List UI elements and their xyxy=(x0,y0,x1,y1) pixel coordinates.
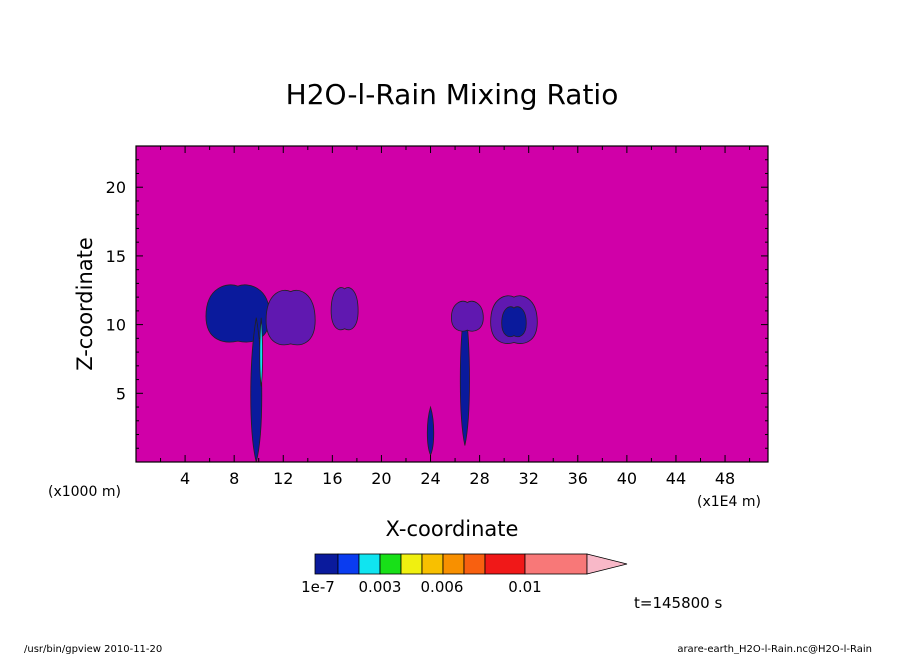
x-unit-left: (x1000 m) xyxy=(48,484,121,500)
x-tick-label: 16 xyxy=(322,469,342,488)
colorbar-label: 0.01 xyxy=(508,578,541,596)
colorbar-segment xyxy=(337,553,360,575)
footer-left: /usr/bin/gpview 2010-11-20 xyxy=(24,644,162,654)
x-tick-label: 20 xyxy=(371,469,391,488)
colorbar-segment xyxy=(442,553,465,575)
x-tick-label: 48 xyxy=(715,469,735,488)
x-axis-label: X-coordinate xyxy=(386,517,519,541)
x-tick-label: 44 xyxy=(666,469,686,488)
x-tick-label: 24 xyxy=(420,469,440,488)
y-tick-label: 15 xyxy=(106,247,126,266)
colorbar-extend-arrow xyxy=(586,553,628,575)
colorbar-segment xyxy=(463,553,486,575)
colorbar-segment xyxy=(314,553,339,575)
x-tick-label: 36 xyxy=(568,469,588,488)
colorbar-segment xyxy=(379,553,402,575)
x-tick-label: 8 xyxy=(229,469,239,488)
colorbar-segment xyxy=(484,553,526,575)
x-axis-ticks: 4 8 12 16 20 24 28 32 36 40 44 48 xyxy=(160,146,751,488)
chart-title: H2O-l-Rain Mixing Ratio xyxy=(286,78,619,111)
x-tick-label: 40 xyxy=(617,469,637,488)
footer-right: arare-earth_H2O-l-Rain.nc@H2O-l-Rain xyxy=(677,644,872,654)
rain-feature-stem xyxy=(459,303,470,446)
rain-feature-cloud xyxy=(501,306,527,338)
y-axis-label: Z-coordinate xyxy=(73,237,97,371)
rain-feature-cloud xyxy=(330,287,359,331)
y-axis-ticks: 5 10 15 20 xyxy=(106,159,768,449)
colorbar xyxy=(314,553,628,575)
x-unit-right: (x1E4 m) xyxy=(697,494,761,510)
x-tick-label: 4 xyxy=(180,469,190,488)
rain-features xyxy=(205,284,538,463)
colorbar-label: 0.003 xyxy=(359,578,402,596)
colorbar-segment xyxy=(524,553,588,575)
rain-feature-cloud xyxy=(265,289,316,346)
y-tick-label: 20 xyxy=(106,178,126,197)
x-tick-label: 32 xyxy=(519,469,539,488)
y-tick-label: 5 xyxy=(116,384,126,403)
x-tick-label: 28 xyxy=(469,469,489,488)
colorbar-label: 0.006 xyxy=(421,578,464,596)
colorbar-labels: 1e-7 0.003 0.006 0.01 xyxy=(301,578,542,596)
colorbar-segment xyxy=(421,553,444,575)
rain-feature-cloud xyxy=(450,300,484,332)
rain-feature-core xyxy=(259,317,263,387)
x-tick-label: 12 xyxy=(273,469,293,488)
plot-frame xyxy=(135,145,769,463)
y-tick-label: 10 xyxy=(106,316,126,335)
colorbar-segment xyxy=(358,553,381,575)
colorbar-label: 1e-7 xyxy=(301,578,335,596)
time-label: t=145800 s xyxy=(634,594,722,612)
colorbar-segment xyxy=(400,553,423,575)
